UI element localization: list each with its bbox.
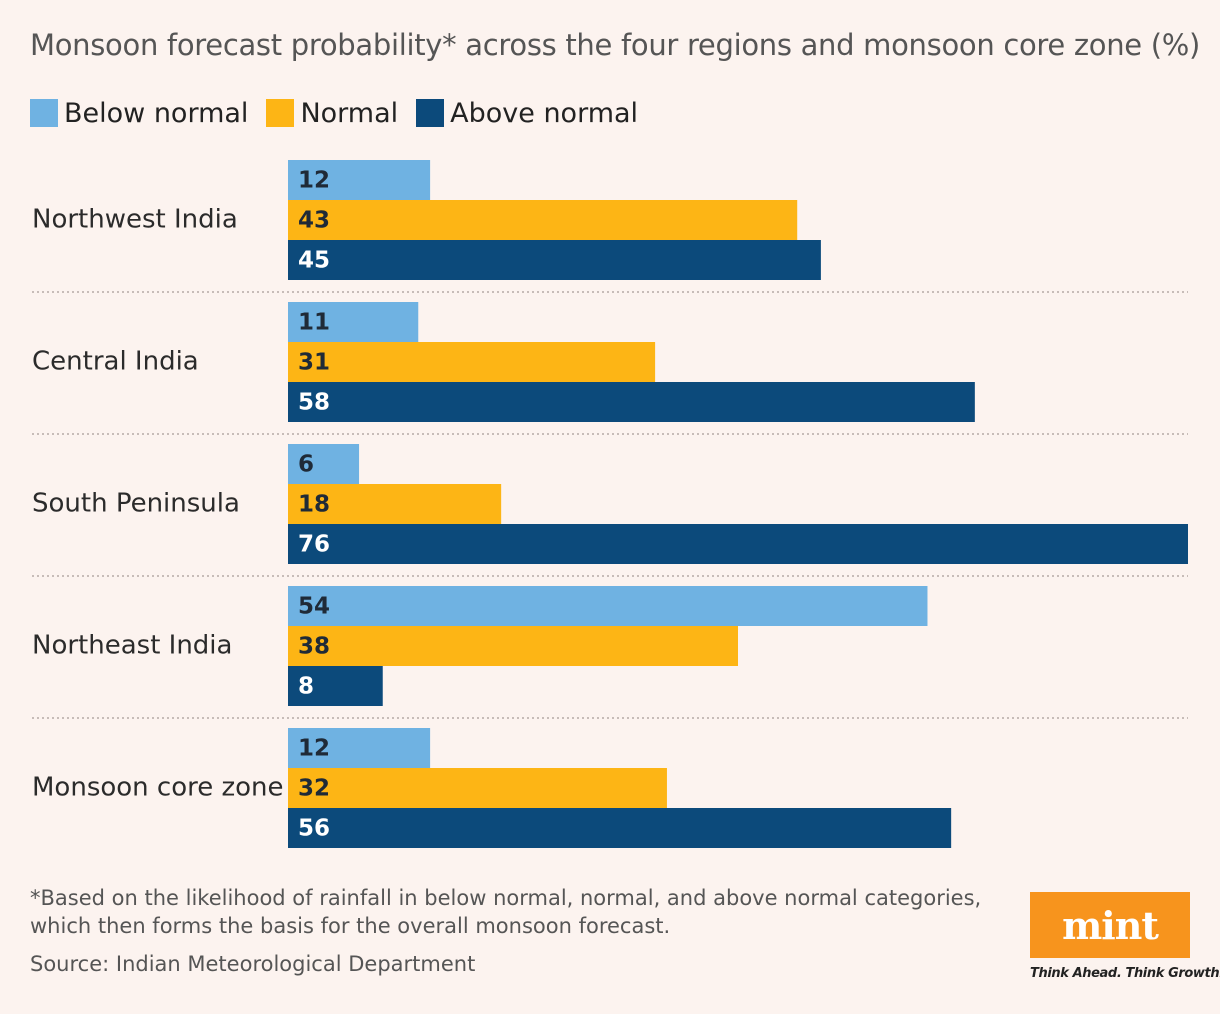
data-label-central-india-below-normal: 11	[298, 310, 330, 336]
data-label-monsoon-core-zone-normal: 32	[298, 776, 330, 802]
legend-swatch-normal	[266, 99, 295, 127]
category-label-central-india: Central India	[32, 347, 199, 377]
category-label-south-peninsula: South Peninsula	[32, 489, 240, 519]
source-note: Source: Indian Meteorological Department	[30, 952, 476, 976]
bar-chart: Northwest India 12 43 45 Central India 11 31 58…	[32, 160, 1188, 848]
legend-label-above-normal: Above normal	[450, 97, 639, 129]
data-label-northwest-india-normal: 43	[298, 208, 330, 234]
bar-south-peninsula-above-normal	[288, 524, 1188, 564]
bar-south-peninsula-below-normal	[288, 444, 360, 484]
category-label-northwest-india: Northwest India	[32, 205, 238, 235]
bar-northeast-india-above-normal	[288, 666, 383, 706]
bar-central-india-above-normal	[288, 382, 975, 422]
bar-monsoon-core-zone-normal	[288, 768, 667, 808]
data-label-central-india-above-normal: 58	[298, 390, 330, 416]
chart-title: Monsoon forecast probability* across the…	[30, 28, 1201, 62]
legend-swatch-above-normal	[416, 99, 445, 127]
bar-monsoon-core-zone-above-normal	[288, 808, 952, 848]
logo-text: mint	[1062, 902, 1159, 948]
data-label-monsoon-core-zone-below-normal: 12	[298, 736, 330, 762]
category-label-monsoon-core-zone: Monsoon core zone	[32, 773, 284, 803]
data-label-central-india-normal: 31	[298, 350, 330, 376]
bar-monsoon-core-zone-below-normal	[288, 728, 431, 768]
data-label-northeast-india-normal: 38	[298, 634, 330, 660]
data-label-south-peninsula-below-normal: 6	[298, 452, 314, 478]
legend-label-below-normal: Below normal	[64, 97, 249, 129]
category-label-northeast-india: Northeast India	[32, 631, 232, 661]
legend: Below normal Normal Above normal	[30, 96, 656, 130]
legend-item-above-normal: Above normal	[416, 98, 638, 129]
data-label-south-peninsula-above-normal: 76	[298, 532, 330, 558]
legend-swatch-below-normal	[30, 99, 58, 127]
legend-item-below-normal: Below normal	[30, 98, 248, 129]
bar-northwest-india-below-normal	[288, 160, 431, 200]
bar-central-india-normal	[288, 342, 656, 382]
legend-item-normal: Normal	[266, 98, 398, 129]
bar-northeast-india-normal	[288, 626, 738, 666]
footnote: *Based on the likelihood of rainfall in …	[30, 886, 982, 938]
data-label-northeast-india-above-normal: 8	[298, 674, 314, 700]
data-label-northwest-india-below-normal: 12	[298, 168, 330, 194]
bar-central-india-below-normal	[288, 302, 419, 342]
mint-logo: mint	[1030, 892, 1190, 958]
bar-south-peninsula-normal	[288, 484, 502, 524]
legend-label-normal: Normal	[300, 97, 399, 129]
bar-northwest-india-normal	[288, 200, 798, 240]
logo-tagline: Think Ahead. Think Growth.	[1030, 966, 1220, 981]
data-label-south-peninsula-normal: 18	[298, 492, 330, 518]
data-label-monsoon-core-zone-above-normal: 56	[298, 816, 330, 842]
bar-northeast-india-below-normal	[288, 586, 928, 626]
data-label-northeast-india-below-normal: 54	[298, 594, 330, 620]
bar-northwest-india-above-normal	[288, 240, 821, 280]
data-label-northwest-india-above-normal: 45	[298, 248, 330, 274]
